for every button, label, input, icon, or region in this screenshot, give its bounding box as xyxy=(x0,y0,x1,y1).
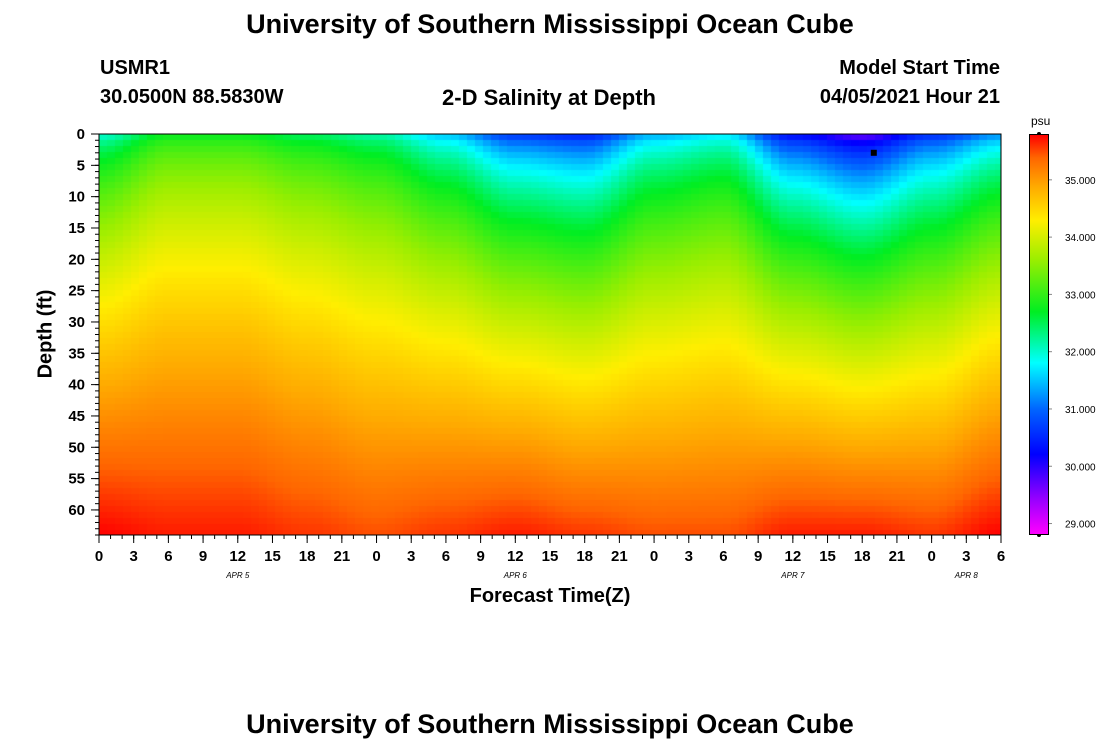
model-start-label: Model Start Time xyxy=(839,57,1000,79)
y-tick-label: 45 xyxy=(68,408,85,425)
y-tick-label: 25 xyxy=(68,283,85,300)
salinity-heatmap xyxy=(99,134,1001,535)
y-tick-label: 60 xyxy=(68,502,85,519)
plot-title: 2-D Salinity at Depth xyxy=(442,85,656,110)
y-tick-label: 30 xyxy=(68,314,85,331)
x-tick-label: 0 xyxy=(650,548,658,565)
x-tick-label: 21 xyxy=(334,548,351,565)
colorbar-tick-label: 34.000 xyxy=(1065,233,1096,244)
x-tick-label: 21 xyxy=(611,548,628,565)
x-tick-label: 18 xyxy=(576,548,593,565)
station-id: USMR1 xyxy=(100,57,171,79)
colorbar-tick-label: 32.000 xyxy=(1065,348,1096,359)
x-tick-label: 6 xyxy=(164,548,172,565)
colorbar-tick-label: 29.000 xyxy=(1065,520,1096,531)
y-tick-label: 20 xyxy=(68,251,85,268)
x-tick-label: 12 xyxy=(785,548,802,565)
x-tick-label: 12 xyxy=(229,548,246,565)
location-marker xyxy=(870,149,877,156)
x-tick-label: 6 xyxy=(719,548,727,565)
y-tick-label: 50 xyxy=(68,439,85,456)
x-tick-label: 0 xyxy=(372,548,380,565)
colorbar xyxy=(1029,134,1049,535)
colorbar-tick-label: 35.000 xyxy=(1065,176,1096,187)
x-axis-label: Forecast Time(Z) xyxy=(469,585,631,607)
x-tick-label: 3 xyxy=(685,548,693,565)
station-coordinates: 30.0500N 88.5830W xyxy=(100,86,284,108)
x-date-label: APR 7 xyxy=(780,571,805,580)
x-tick-label: 15 xyxy=(819,548,836,565)
x-tick-label: 21 xyxy=(889,548,906,565)
y-tick-label: 5 xyxy=(77,157,85,174)
x-tick-label: 3 xyxy=(130,548,138,565)
x-tick-label: 3 xyxy=(407,548,415,565)
x-tick-label: 18 xyxy=(299,548,316,565)
colorbar-unit: psu xyxy=(1031,114,1051,128)
x-date-label: APR 8 xyxy=(954,571,979,580)
y-tick-label: 15 xyxy=(68,220,85,237)
x-tick-label: 18 xyxy=(854,548,871,565)
x-tick-label: 9 xyxy=(199,548,207,565)
x-tick-label: 15 xyxy=(542,548,559,565)
y-tick-label: 55 xyxy=(68,471,85,488)
x-tick-label: 3 xyxy=(962,548,970,565)
x-tick-label: 12 xyxy=(507,548,524,565)
y-tick-label: 35 xyxy=(68,345,85,362)
x-tick-label: 0 xyxy=(95,548,103,565)
footer-title: University of Southern Mississippi Ocean… xyxy=(246,709,854,739)
x-tick-label: 6 xyxy=(997,548,1005,565)
x-tick-label: 0 xyxy=(927,548,935,565)
model-start-value: 04/05/2021 Hour 21 xyxy=(819,86,1000,108)
y-tick-label: 0 xyxy=(77,126,85,143)
y-tick-label: 10 xyxy=(68,189,85,206)
x-tick-label: 6 xyxy=(442,548,450,565)
x-date-label: APR 5 xyxy=(225,571,250,580)
colorbar-tick-label: 31.000 xyxy=(1065,405,1096,416)
colorbar-tick-label: 33.000 xyxy=(1065,290,1096,301)
y-tick-label: 40 xyxy=(68,377,85,394)
x-tick-label: 9 xyxy=(754,548,762,565)
plot-frame xyxy=(98,133,1002,536)
x-tick-label: 15 xyxy=(264,548,281,565)
colorbar-tick-label: 30.000 xyxy=(1065,462,1096,473)
page-title: University of Southern Mississippi Ocean… xyxy=(246,9,854,39)
x-tick-label: 9 xyxy=(476,548,484,565)
x-date-label: APR 6 xyxy=(503,571,528,580)
